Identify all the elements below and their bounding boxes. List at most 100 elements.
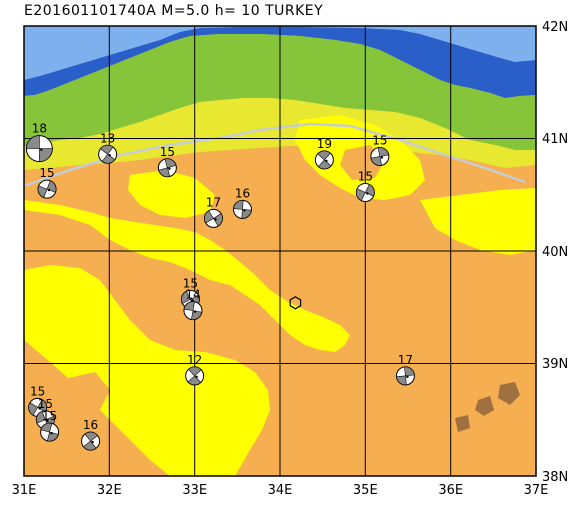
mechanism-label: 17 (206, 195, 221, 209)
y-tick-label: 39N (542, 357, 568, 372)
mechanism-label: 16 (83, 418, 98, 432)
plateau-yellow-west (24, 265, 270, 476)
beachball[interactable]: 13 (98, 131, 118, 164)
x-tick-label: 33E (182, 483, 207, 498)
beachball-quadrant (164, 158, 177, 169)
mechanism-label: 13 (100, 131, 115, 145)
mechanism-label: 17 (398, 353, 413, 367)
map-title: E201601101740A M=5.0 h= 10 TURKEY (24, 3, 324, 19)
mechanism-label: 15 (160, 145, 175, 159)
beachball-quadrant (84, 431, 99, 442)
beachball-quadrant (46, 431, 59, 442)
plateau-yellow (24, 200, 350, 352)
x-tick-label: 32E (97, 483, 122, 498)
mechanism-label: 15 (183, 276, 198, 290)
beachball[interactable]: 14 (183, 288, 203, 321)
beachball-quadrant (213, 213, 223, 227)
y-tick-label: 42N (542, 20, 568, 35)
x-tick-label: 37E (524, 483, 549, 498)
beachball[interactable]: 15 (355, 170, 375, 202)
beachball-quadrant (370, 156, 382, 166)
beachball-quadrant (39, 148, 53, 162)
peak-patch-2 (475, 396, 494, 416)
beachball-axis-dot (380, 156, 384, 159)
beachball-quadrant (404, 366, 415, 377)
peak-patch-1 (498, 382, 520, 405)
beachball-quadrant (28, 402, 39, 416)
beachball-quadrant (83, 440, 97, 451)
beachball-axis-dot (108, 154, 111, 157)
beachball-axis-dot (243, 209, 246, 212)
x-tick-label: 35E (353, 483, 378, 498)
beachball-quadrant (36, 411, 46, 424)
beachball[interactable]: 12 (185, 353, 205, 386)
beachball-axis-dot (50, 431, 53, 435)
beachball-quadrant (37, 185, 48, 198)
mechanism-label: 12 (187, 353, 202, 367)
beachball-quadrant (191, 310, 203, 320)
mechanism-label: 14 (185, 288, 200, 302)
beachball[interactable]: 19 (314, 137, 334, 170)
beachball[interactable]: 17 (395, 353, 415, 386)
beachball[interactable]: 15 (40, 409, 60, 442)
beachball[interactable]: 15 (157, 145, 177, 178)
beachball-quadrant (188, 366, 202, 377)
beachball-axis-dot (191, 299, 194, 302)
mechanism-label: 15 (39, 166, 54, 180)
beachball[interactable]: 15 (37, 166, 57, 199)
beachball[interactable]: 15 (370, 134, 390, 166)
beachball-axis-dot (91, 440, 94, 444)
beachball-axis-dot (195, 375, 198, 379)
beachball-axis-dot (366, 192, 369, 195)
y-tick-label: 41N (542, 132, 568, 147)
beachball-axis-dot (46, 419, 49, 422)
epicenter-marker (289, 296, 302, 310)
beachball[interactable]: 18 (25, 122, 53, 163)
beachball-quadrant (241, 209, 252, 219)
beachball-quadrant (187, 375, 202, 386)
beachball[interactable]: 16 (232, 186, 252, 219)
beachball-axis-dot (168, 167, 171, 170)
beachball-axis-dot (325, 159, 328, 163)
mechanism-label: 15 (358, 170, 373, 184)
black-sea-shallow (24, 26, 536, 80)
beachball[interactable]: 15 (35, 397, 55, 430)
beachball-axis-dot (38, 407, 41, 410)
beachball-quadrant (396, 375, 407, 386)
x-tick-label: 36E (438, 483, 463, 498)
beachball[interactable]: 17 (203, 195, 223, 228)
mechanism-label: 15 (42, 409, 57, 423)
x-axis-labels: 31E 32E 33E 34E 35E 36E 37E (12, 483, 549, 498)
beachball[interactable]: 16 (81, 418, 101, 451)
beachball-quadrant (40, 422, 53, 433)
mechanism-label: 15 (30, 384, 45, 398)
y-tick-label: 40N (542, 245, 568, 260)
grid (24, 26, 536, 476)
beachball-axis-dot (47, 188, 51, 192)
beachball-quadrant (181, 290, 191, 304)
beachball-quadrant (377, 147, 390, 157)
mechanism-label: 15 (372, 134, 387, 148)
highland-patch-2 (58, 372, 110, 415)
beachball-quadrant (317, 159, 332, 170)
mechanism-label: 15 (38, 397, 53, 411)
beachball-quadrant (233, 200, 244, 210)
mechanism-label: 16 (235, 186, 250, 200)
y-axis-labels: 42N 41N 40N 39N 38N (542, 20, 568, 485)
plateau-yellow-centre (128, 170, 215, 218)
peak-patch-3 (455, 415, 470, 432)
x-tick-label: 34E (268, 483, 293, 498)
beachball-quadrant (183, 301, 195, 311)
plateau-yellow-east (420, 188, 536, 255)
beachball-quadrant (204, 210, 214, 224)
beachball-axis-dot (40, 148, 43, 151)
beachball-axis-dot (214, 218, 217, 221)
beachball-quadrant (99, 145, 114, 155)
beachball-quadrant (356, 188, 366, 202)
beachball-axis-dot (193, 310, 197, 313)
beachball-quadrant (101, 153, 116, 164)
mechanism-label: 18 (32, 122, 47, 136)
beachball-quadrant (26, 135, 40, 149)
